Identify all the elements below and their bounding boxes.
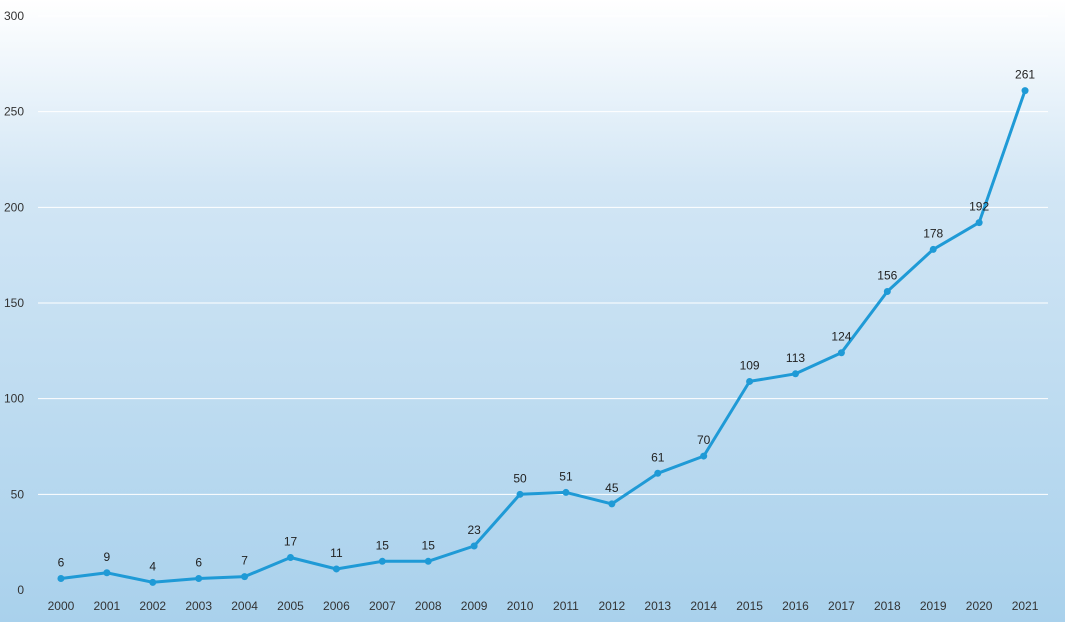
data-label: 178	[923, 226, 943, 240]
data-label: 15	[376, 538, 390, 552]
data-label: 45	[605, 481, 619, 495]
x-tick-label: 2015	[736, 599, 763, 613]
x-tick-label: 2020	[966, 599, 993, 613]
data-point	[241, 573, 249, 581]
y-axis-ticks: 0 50 100 150 200 250 300	[4, 9, 24, 597]
data-point	[746, 377, 754, 385]
data-point	[562, 488, 570, 496]
data-label: 11	[330, 546, 343, 560]
x-tick-label: 2014	[690, 599, 717, 613]
data-point	[103, 569, 111, 577]
series-layer	[57, 87, 1029, 586]
y-tick-label: 300	[4, 9, 24, 23]
x-tick-label: 2019	[920, 599, 947, 613]
series-line	[60, 90, 1027, 584]
x-tick-label: 2018	[874, 599, 901, 613]
data-label: 23	[467, 523, 481, 537]
data-label: 70	[697, 433, 711, 447]
data-label: 17	[284, 534, 298, 548]
data-point	[883, 288, 891, 296]
data-labels: 6 9 4 6 7 17 11 15 15 23 50 51 45 61 70 109 113 124 156 178…	[58, 68, 1036, 574]
x-tick-label: 2004	[231, 599, 258, 613]
data-point	[975, 219, 983, 227]
data-label: 51	[559, 469, 573, 483]
x-axis-ticks: 2000 2001 2002 2003 2004 2005 2006 2007 2008 2009…	[48, 599, 1039, 613]
data-label: 7	[241, 554, 248, 568]
data-point	[516, 490, 524, 498]
x-tick-label: 2008	[415, 599, 442, 613]
x-tick-label: 2001	[94, 599, 121, 613]
data-point	[332, 565, 340, 573]
data-point	[608, 500, 616, 508]
data-label: 9	[104, 550, 111, 564]
data-point	[195, 575, 203, 583]
data-label: 6	[58, 556, 65, 570]
data-label: 15	[422, 538, 436, 552]
data-point	[287, 553, 294, 561]
gridlines	[38, 15, 1048, 495]
data-label: 192	[969, 200, 989, 214]
data-label: 113	[786, 351, 805, 365]
data-point	[792, 370, 799, 378]
x-tick-label: 2012	[599, 599, 626, 613]
x-tick-label: 2002	[139, 599, 166, 613]
y-tick-label: 50	[11, 487, 25, 501]
data-point	[929, 245, 937, 253]
data-label: 124	[831, 330, 851, 344]
y-tick-label: 200	[4, 200, 24, 214]
y-tick-label: 0	[17, 583, 24, 597]
data-point	[1021, 87, 1029, 95]
x-tick-label: 2007	[369, 599, 396, 613]
x-tick-label: 2013	[644, 599, 671, 613]
data-point	[149, 578, 157, 586]
x-tick-label: 2011	[553, 599, 579, 613]
x-tick-label: 2000	[48, 599, 75, 613]
data-point	[654, 469, 662, 477]
y-tick-label: 250	[4, 105, 24, 119]
data-label: 6	[195, 556, 202, 570]
x-tick-label: 2009	[461, 599, 488, 613]
y-tick-label: 100	[4, 392, 24, 406]
data-label: 261	[1015, 68, 1035, 82]
x-tick-label: 2021	[1012, 599, 1039, 613]
x-tick-label: 2016	[782, 599, 809, 613]
x-tick-label: 2010	[507, 599, 534, 613]
data-label: 50	[513, 471, 527, 485]
data-point	[837, 349, 845, 357]
data-label: 156	[877, 269, 897, 283]
x-tick-label: 2005	[277, 599, 304, 613]
y-tick-label: 150	[4, 296, 24, 310]
x-tick-label: 2006	[323, 599, 350, 613]
data-label: 4	[149, 559, 156, 573]
x-tick-label: 2003	[185, 599, 212, 613]
x-tick-label: 2017	[828, 599, 855, 613]
data-point	[424, 557, 432, 565]
data-label: 109	[740, 358, 760, 372]
data-point	[378, 557, 386, 565]
data-point	[700, 452, 708, 460]
data-point	[57, 575, 65, 583]
data-label: 61	[651, 450, 665, 464]
data-point	[470, 542, 478, 550]
